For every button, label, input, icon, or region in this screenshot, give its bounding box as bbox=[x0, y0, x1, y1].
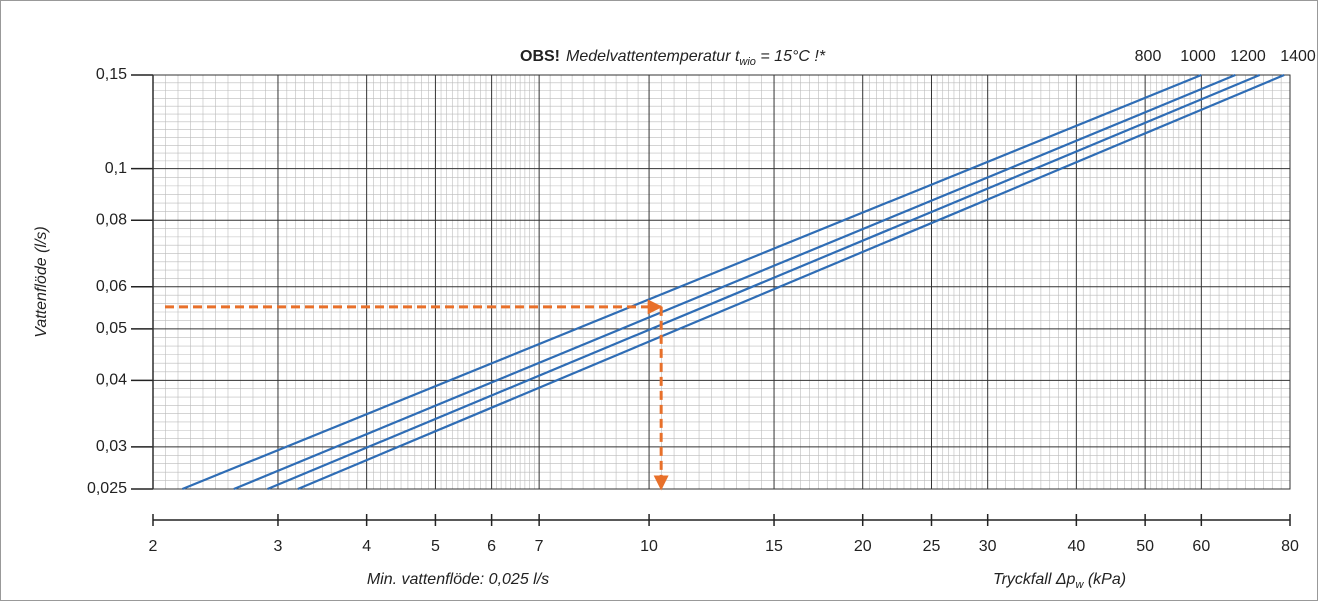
series-line bbox=[181, 73, 1202, 491]
y-axis-label: Vattenflöde (l/s) bbox=[33, 226, 50, 337]
x-tick-label: 6 bbox=[487, 538, 496, 555]
x-label-end: (kPa) bbox=[1083, 571, 1126, 588]
series-line bbox=[267, 73, 1261, 491]
x-note: Min. vattenflöde: 0,025 l/s bbox=[367, 571, 549, 588]
title-bold: OBS! bbox=[520, 48, 560, 65]
grid bbox=[153, 75, 1290, 489]
title: Medelvattentemperatur t bbox=[566, 48, 740, 65]
y-tick-label: 0,15 bbox=[96, 66, 127, 83]
x-tick-label: 15 bbox=[765, 538, 783, 555]
series-line bbox=[297, 73, 1285, 491]
y-tick-label: 0,04 bbox=[96, 372, 127, 389]
y-tick-label: 0,1 bbox=[105, 160, 127, 177]
x-tick-label: 2 bbox=[149, 538, 158, 555]
x-tick-label: 4 bbox=[362, 538, 371, 555]
x-tick-label: 50 bbox=[1136, 538, 1154, 555]
series-label: 1000 bbox=[1180, 48, 1216, 65]
y-tick-label: 0,03 bbox=[96, 438, 127, 455]
x-tick-label: 25 bbox=[923, 538, 941, 555]
y-tick-label: 0,06 bbox=[96, 278, 127, 295]
title-subscript: wio bbox=[739, 56, 756, 68]
x-tick-label: 7 bbox=[535, 538, 544, 555]
plot-border bbox=[152, 74, 1291, 490]
x-tick-label: 30 bbox=[979, 538, 997, 555]
x-tick-label: 60 bbox=[1192, 538, 1210, 555]
y-tick-label: 0,025 bbox=[87, 480, 127, 497]
x-label-subscript: w bbox=[1075, 579, 1084, 591]
y-tick-label: 0,08 bbox=[96, 211, 127, 228]
x-tick-label: 3 bbox=[274, 538, 283, 555]
series-line bbox=[233, 73, 1236, 491]
series-label: 1200 bbox=[1230, 48, 1266, 65]
x-tick-label: 20 bbox=[854, 538, 872, 555]
series-label: 800 bbox=[1135, 48, 1162, 65]
x-label: Tryckfall Δp bbox=[993, 571, 1076, 588]
x-tick-label: 80 bbox=[1281, 538, 1299, 555]
x-tick-label: 10 bbox=[640, 538, 658, 555]
x-tick-label: 40 bbox=[1067, 538, 1085, 555]
title-end: = 15°C !* bbox=[756, 48, 826, 65]
x-tick-label: 5 bbox=[431, 538, 440, 555]
x-axis-label: Tryckfall Δpw (kPa) bbox=[993, 571, 1126, 591]
y-tick-label: 0,05 bbox=[96, 320, 127, 337]
chart-title: OBS! Medelvattentemperatur twio = 15°C !* bbox=[520, 48, 826, 68]
series-label: 1400 bbox=[1280, 48, 1316, 65]
